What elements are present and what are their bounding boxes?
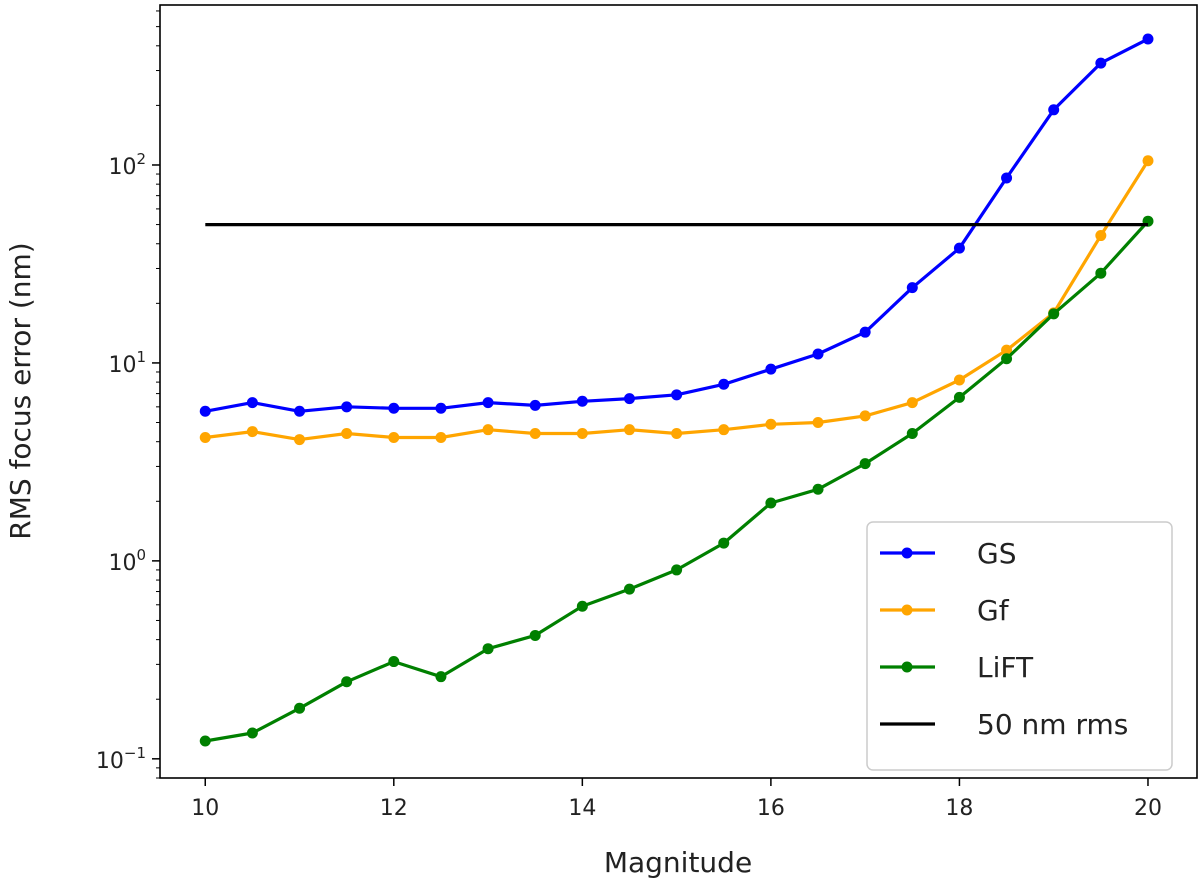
data-point-gs <box>576 395 588 407</box>
data-point-gs <box>953 242 965 254</box>
data-point-lift <box>576 600 588 612</box>
data-point-lift <box>1095 267 1107 279</box>
data-point-gs <box>1095 57 1107 69</box>
data-point-lift <box>482 643 494 655</box>
y-tick-label: 101 <box>108 348 146 378</box>
data-point-gs <box>341 401 353 413</box>
data-point-gs <box>1142 33 1154 45</box>
data-point-gs <box>859 326 871 338</box>
legend-marker-lift <box>901 661 913 673</box>
y-tick-label: 100 <box>108 546 146 576</box>
data-point-gf <box>482 424 494 436</box>
data-point-lift <box>671 564 683 576</box>
data-point-gs <box>623 393 635 405</box>
plot-area <box>199 33 1154 747</box>
y-axis: 10−1 100 101 102 <box>96 10 160 779</box>
x-tick-label: 12 <box>380 796 408 821</box>
data-point-lift <box>294 702 306 714</box>
data-point-gf <box>341 428 353 440</box>
data-point-lift <box>906 428 918 440</box>
data-point-lift <box>529 629 541 641</box>
data-point-lift <box>953 391 965 403</box>
data-point-gf <box>294 434 306 446</box>
data-point-gf <box>953 374 965 386</box>
data-point-lift <box>246 727 258 739</box>
data-point-lift <box>812 483 824 495</box>
data-point-lift <box>718 537 730 549</box>
data-point-gf <box>1142 155 1154 167</box>
data-point-gs <box>1048 104 1060 116</box>
data-point-gs <box>765 363 777 375</box>
legend-label-gf: Gf <box>977 594 1010 627</box>
data-point-gs <box>435 402 447 414</box>
legend-marker-gs <box>901 547 913 559</box>
data-point-gf <box>388 432 400 444</box>
data-point-lift <box>623 583 635 595</box>
legend-label-gs: GS <box>977 537 1016 570</box>
data-point-gf <box>435 432 447 444</box>
data-point-gf <box>199 432 211 444</box>
y-tick-label: 10−1 <box>96 744 146 774</box>
data-point-gs <box>529 399 541 411</box>
data-point-gs <box>1001 172 1013 184</box>
data-point-gs <box>718 378 730 390</box>
legend-label-50-nm-rms: 50 nm rms <box>977 708 1128 741</box>
legend-marker-gf <box>901 604 913 616</box>
data-point-lift <box>199 735 211 747</box>
legend-label-lift: LiFT <box>977 651 1034 684</box>
data-point-gf <box>718 424 730 436</box>
data-point-gf <box>906 397 918 409</box>
data-point-gs <box>906 282 918 294</box>
data-point-lift <box>859 458 871 470</box>
x-axis-label: Magnitude <box>604 846 752 879</box>
data-point-gf <box>529 428 541 440</box>
data-point-gs <box>388 402 400 414</box>
data-point-gf <box>246 426 258 438</box>
data-point-gf <box>765 418 777 430</box>
data-point-lift <box>435 671 447 683</box>
axes-frame <box>159 4 1198 779</box>
x-tick-label: 14 <box>568 796 596 821</box>
data-point-gf <box>1001 344 1013 356</box>
data-point-lift <box>388 656 400 668</box>
data-point-gf <box>623 424 635 436</box>
data-point-gf <box>812 417 824 429</box>
x-axis: 10 12 14 16 18 20 <box>191 778 1162 821</box>
data-point-gf <box>859 410 871 422</box>
y-tick-label: 102 <box>108 150 146 180</box>
data-point-gf <box>576 428 588 440</box>
data-point-gs <box>812 348 824 360</box>
data-point-gs <box>482 397 494 409</box>
x-tick-label: 20 <box>1134 796 1162 821</box>
data-point-gf <box>671 428 683 440</box>
legend: GS Gf LiFT 50 nm rms <box>866 521 1173 771</box>
data-point-lift <box>1048 308 1060 320</box>
x-tick-label: 18 <box>945 796 973 821</box>
data-point-lift <box>765 497 777 509</box>
data-point-gs <box>246 397 258 409</box>
data-point-gf <box>1095 230 1107 242</box>
x-tick-label: 10 <box>191 796 219 821</box>
data-point-gs <box>671 389 683 401</box>
y-axis-label: RMS focus error (nm) <box>4 242 37 539</box>
legend-frame <box>866 521 1173 771</box>
data-point-gs <box>294 405 306 417</box>
data-point-lift <box>1001 353 1013 365</box>
data-point-lift <box>341 676 353 688</box>
x-tick-label: 16 <box>757 796 785 821</box>
data-point-gs <box>199 405 211 417</box>
